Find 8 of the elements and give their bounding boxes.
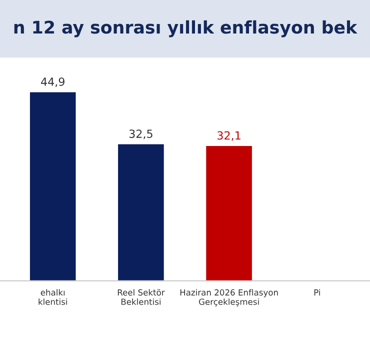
x-tick-label: Haziran 2026 Enflasyon Gerçekleşmesi [180, 289, 278, 306]
x-tick-label: Reel Sektör Beklentisi [118, 289, 165, 305]
data-label: 44,9 [41, 78, 64, 88]
chart-title: n 12 ay sonrası yıllık enflasyon bek [14, 20, 358, 38]
x-tick-label: ehalkı klentisi [38, 289, 67, 305]
data-label: 32,1 [218, 131, 240, 141]
data-label: 32,5 [129, 130, 152, 140]
x-tick-label: Pi [314, 289, 320, 296]
